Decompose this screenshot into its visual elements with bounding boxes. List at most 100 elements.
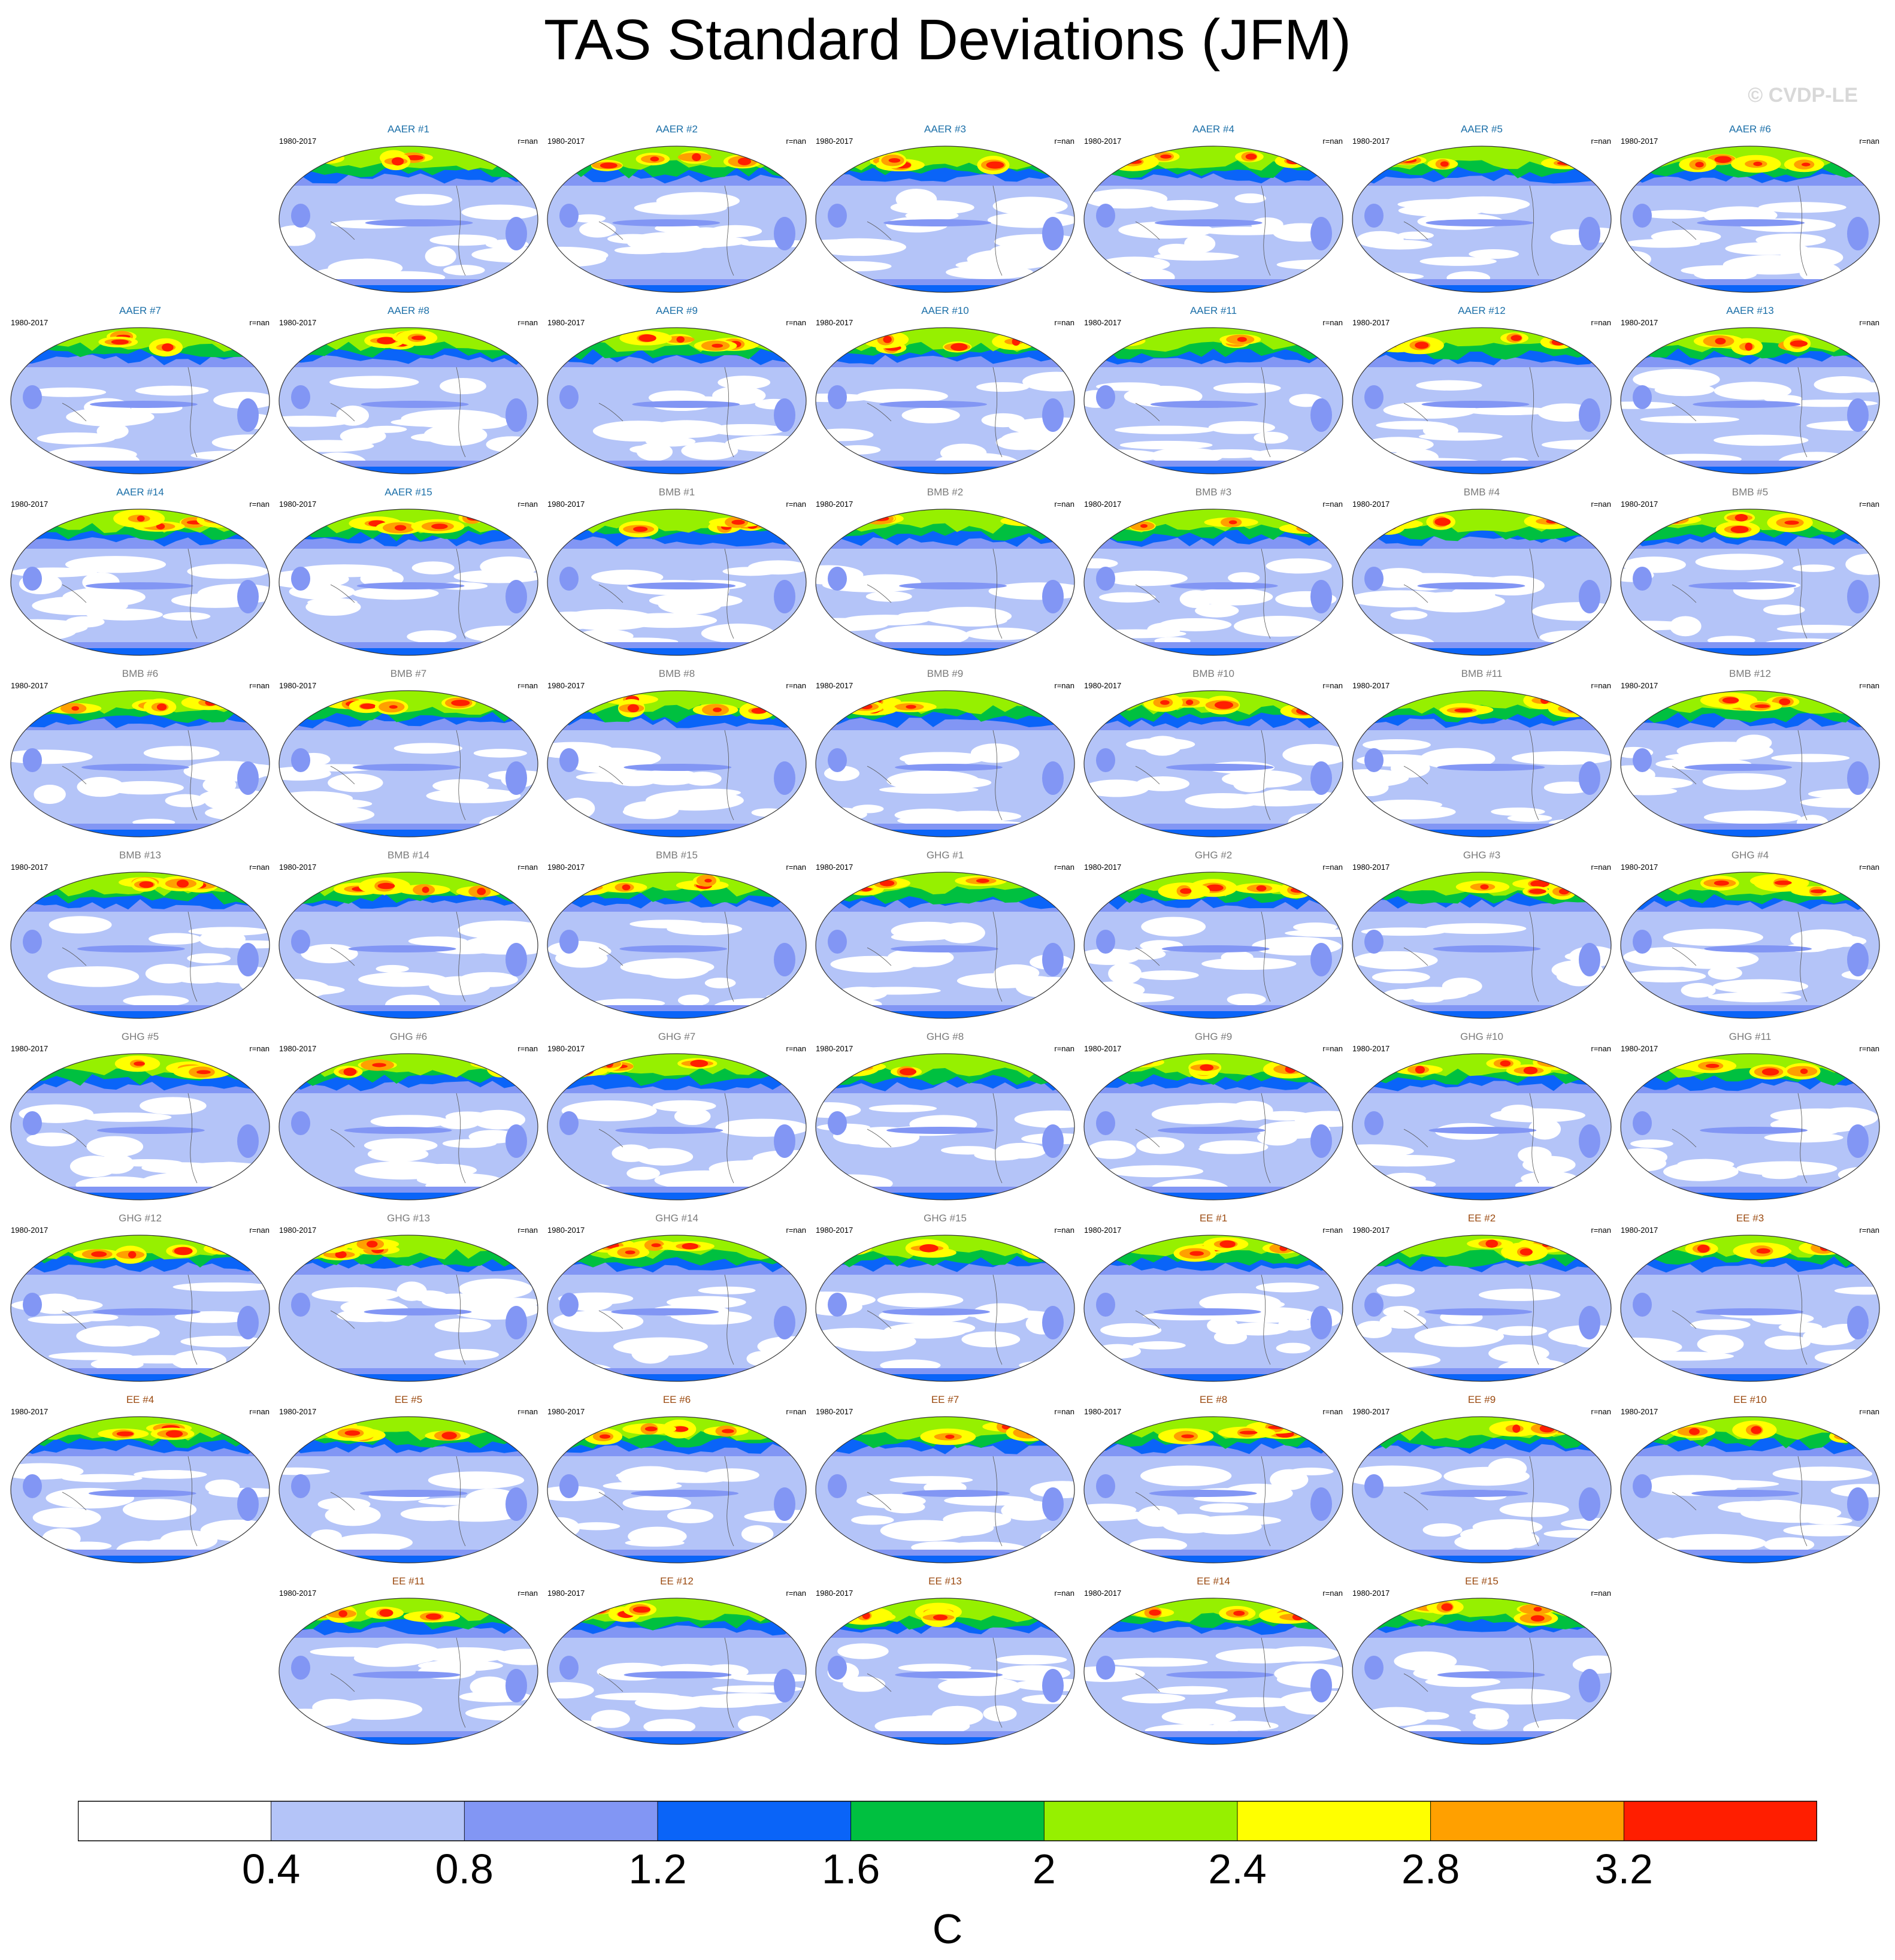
continent-patch — [23, 1111, 42, 1135]
continent-patch — [774, 1124, 795, 1158]
antarctic-band — [11, 648, 270, 655]
map-panel: GHG #6 1980-2017 r=nan — [277, 1031, 540, 1205]
map-plot — [1352, 327, 1612, 474]
low-variance-patch — [698, 1286, 756, 1294]
panel-stat: r=nan — [249, 1044, 270, 1053]
continent-patch — [559, 567, 579, 591]
antarctic-band — [1352, 1011, 1611, 1018]
coastline — [1529, 911, 1539, 1002]
low-variance-patch — [851, 1515, 894, 1525]
low-variance-patch — [1521, 1171, 1578, 1186]
hot-spot — [704, 879, 712, 883]
panel-stat: r=nan — [1054, 1589, 1074, 1598]
continent-patch — [559, 930, 579, 954]
coastline — [1135, 1129, 1160, 1148]
map-panel: GHG #11 1980-2017 r=nan — [1618, 1031, 1882, 1205]
antarctic-band — [11, 1193, 270, 1200]
coastline — [330, 584, 355, 603]
coastline — [992, 1456, 1003, 1547]
low-variance-patch — [1678, 1480, 1779, 1488]
tropical-band — [882, 1308, 990, 1315]
continent-patch — [1096, 930, 1115, 954]
antarctic-band — [11, 467, 270, 474]
tropical-band — [85, 582, 193, 589]
tropical-band — [344, 1127, 452, 1134]
continent-patch — [1042, 1669, 1064, 1702]
hot-spot — [44, 1421, 60, 1429]
southern-ocean-band — [1621, 1550, 1879, 1556]
low-variance-patch — [1369, 799, 1443, 810]
continent-patch — [291, 1293, 310, 1317]
low-variance-patch — [1278, 1317, 1313, 1331]
map-panel: EE #11 1980-2017 r=nan — [277, 1575, 540, 1749]
map-panel: EE #9 1980-2017 r=nan — [1350, 1394, 1614, 1568]
low-variance-patch — [1363, 739, 1431, 751]
panel-stat: r=nan — [786, 1226, 806, 1235]
panel-title: AAER #6 — [1729, 123, 1771, 135]
southern-ocean-band — [547, 642, 806, 648]
low-variance-patch — [1352, 1352, 1441, 1368]
hot-spot — [1697, 1244, 1710, 1253]
coastline — [456, 911, 466, 1002]
continent-patch — [828, 385, 847, 409]
low-variance-patch — [1119, 440, 1213, 450]
antarctic-band — [547, 830, 806, 837]
coastline — [598, 403, 623, 422]
low-variance-patch — [180, 1335, 267, 1348]
hot-spot — [492, 1064, 510, 1072]
low-variance-patch — [410, 432, 471, 442]
hot-spot — [945, 1434, 955, 1439]
hot-spot — [1761, 1068, 1779, 1076]
panel-stat: r=nan — [786, 863, 806, 872]
map-plot — [547, 1598, 807, 1745]
low-variance-patch — [613, 1337, 708, 1356]
low-variance-patch — [199, 788, 270, 807]
continent-patch — [23, 567, 42, 591]
map-plot — [547, 327, 807, 474]
map-outline — [815, 509, 1075, 656]
hot-spot — [1558, 888, 1569, 895]
tropical-band — [81, 764, 189, 771]
map-plot — [279, 327, 538, 474]
hot-spot — [377, 882, 395, 890]
coastline — [62, 584, 87, 603]
low-variance-patch — [1289, 1468, 1334, 1475]
map-panel: AAER #2 1980-2017 r=nan — [545, 123, 809, 297]
map-panel: EE #12 1980-2017 r=nan — [545, 1575, 809, 1749]
coastline — [1797, 367, 1808, 458]
low-variance-patch — [1478, 1288, 1561, 1301]
panel-period: 1980-2017 — [547, 1589, 585, 1598]
hot-spot — [650, 156, 659, 162]
hot-spot — [582, 1604, 610, 1615]
low-variance-patch — [1390, 610, 1428, 620]
map-panel: AAER #10 1980-2017 r=nan — [813, 305, 1077, 479]
panel-title: EE #4 — [126, 1394, 155, 1405]
hot-spot — [1021, 1241, 1054, 1259]
coastline — [1797, 1456, 1808, 1547]
low-variance-patch — [432, 779, 489, 793]
low-variance-patch — [1159, 618, 1232, 631]
map-plot — [1620, 146, 1880, 293]
tropical-band — [883, 219, 992, 226]
southern-ocean-band — [1084, 461, 1343, 467]
low-variance-patch — [1471, 1689, 1570, 1705]
low-variance-patch — [634, 1148, 694, 1166]
hot-spot — [389, 705, 398, 709]
coastline — [867, 584, 892, 603]
panel-title: BMB #10 — [1192, 668, 1234, 679]
hot-spot — [737, 158, 752, 165]
panel-period: 1980-2017 — [279, 500, 317, 509]
low-variance-patch — [1288, 813, 1328, 832]
low-variance-patch — [1215, 1697, 1298, 1708]
low-variance-patch — [205, 1479, 240, 1495]
southern-ocean-band — [11, 1187, 270, 1193]
panel-period: 1980-2017 — [1084, 318, 1122, 327]
hot-spot — [605, 1060, 613, 1068]
hot-spot — [682, 1243, 698, 1250]
hot-spot — [1730, 525, 1749, 533]
coastline — [867, 1492, 892, 1511]
low-variance-patch — [160, 1530, 218, 1551]
hot-spot — [1533, 1607, 1542, 1612]
coastline — [62, 766, 87, 785]
panel-stat: r=nan — [1054, 1407, 1074, 1416]
